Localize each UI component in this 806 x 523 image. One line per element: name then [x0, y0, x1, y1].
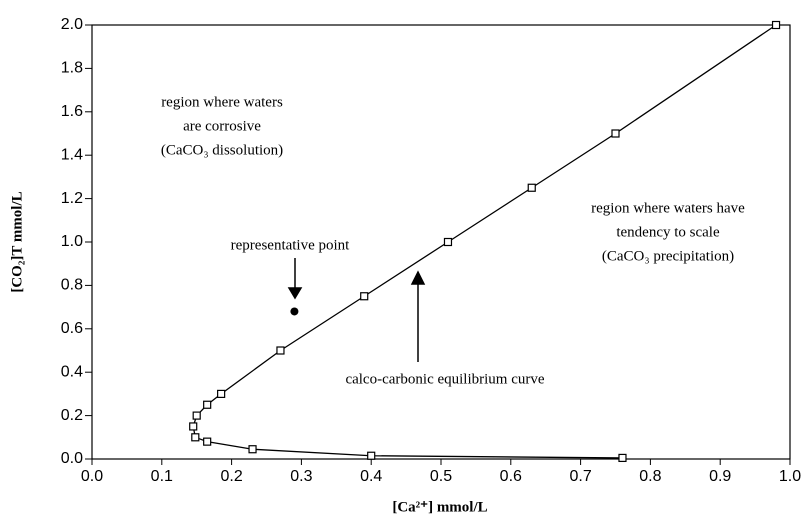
x-tick-label: 1.0	[779, 468, 801, 485]
y-tick-label: 0.0	[61, 450, 83, 467]
x-tick-label: 0.1	[151, 468, 173, 485]
square-marker	[527, 183, 536, 192]
y-tick-label: 0.4	[61, 363, 83, 380]
annotation: calco-carbonic equilibrium curve	[345, 371, 544, 387]
annotation: region where waters	[161, 94, 283, 110]
y-tick-label: 0.8	[61, 277, 83, 294]
square-marker	[360, 292, 369, 301]
y-tick-label: 1.6	[61, 103, 83, 120]
y-tick-label: 2.0	[61, 16, 83, 33]
x-tick-label: 0.5	[430, 468, 452, 485]
square-marker	[189, 422, 198, 431]
x-tick-label: 0.8	[639, 468, 661, 485]
y-tick-label: 0.2	[61, 407, 83, 424]
square-marker	[443, 237, 453, 247]
x-tick-label: 0.4	[360, 468, 382, 485]
annotation: (CaCO₃ dissolution)	[161, 142, 283, 158]
x-tick-label: 0.9	[709, 468, 731, 485]
arrow-head	[287, 287, 303, 300]
square-marker	[192, 411, 201, 420]
x-tick-label: 0.2	[220, 468, 242, 485]
y-axis-label: [CO₂]T mmol/L	[9, 191, 25, 292]
square-marker	[217, 389, 226, 398]
square-marker	[276, 346, 285, 355]
arrow-head	[410, 270, 426, 285]
square-marker	[248, 445, 257, 454]
y-tick-label: 0.6	[61, 320, 83, 337]
annotation: (CaCO₃ precipitation)	[602, 248, 734, 264]
x-tick-label: 0.6	[500, 468, 522, 485]
y-tick-label: 1.4	[61, 146, 83, 163]
x-axis-label: [Ca²⁺] mmol/L	[392, 499, 487, 515]
annotation: are corrosive	[183, 118, 261, 134]
arrows	[287, 258, 426, 362]
square-marker	[771, 20, 781, 30]
square-marker	[203, 437, 212, 446]
annotation: representative point	[231, 237, 351, 253]
square-marker	[203, 400, 212, 409]
square-marker	[618, 453, 627, 463]
point-marker	[290, 307, 299, 316]
square-marker	[611, 129, 620, 138]
square-marker	[191, 433, 200, 442]
x-tick-label: 0.3	[290, 468, 312, 485]
x-tick-label: 0.7	[569, 468, 591, 485]
square-marker	[367, 451, 376, 460]
y-tick-label: 1.8	[61, 60, 83, 77]
annotation: region where waters have	[591, 200, 745, 216]
y-tick-label: 1.0	[61, 233, 83, 250]
annotation: tendency to scale	[616, 224, 720, 240]
plot-frame	[91, 24, 791, 460]
x-tick-label: 0.0	[81, 468, 103, 485]
y-tick-label: 1.2	[61, 190, 83, 207]
